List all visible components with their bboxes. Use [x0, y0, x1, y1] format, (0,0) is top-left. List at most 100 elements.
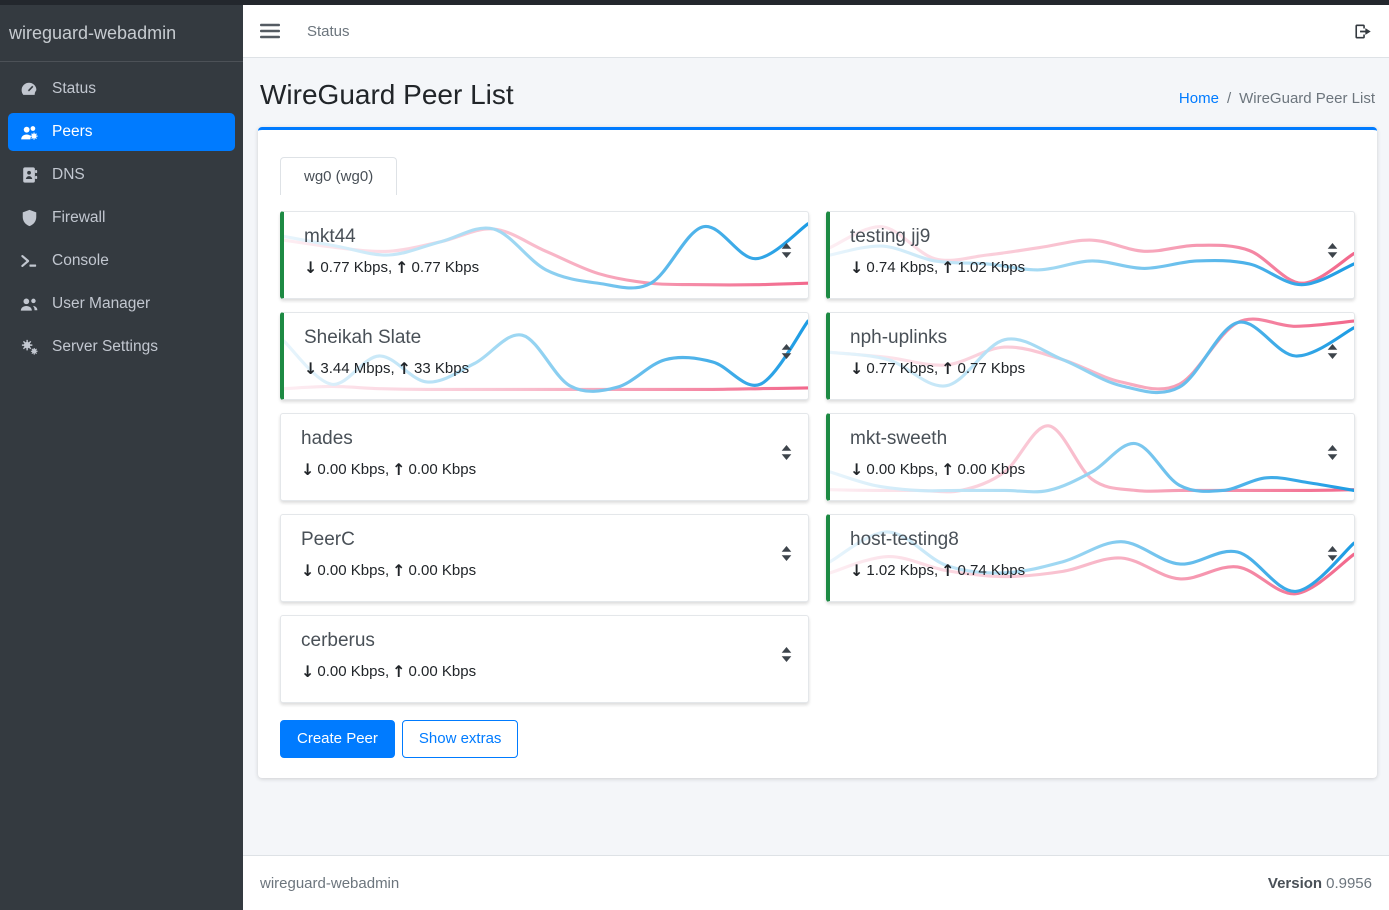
traffic-sparkline [830, 424, 1354, 494]
brand[interactable]: wireguard-webadmin [0, 5, 243, 62]
hamburger-menu-icon[interactable] [260, 23, 280, 39]
breadcrumb-home-link[interactable]: Home [1178, 90, 1219, 107]
sidebar-item-label: Peers [52, 123, 93, 140]
peer-column-left: mkt44 ↓ 0.77 Kbps, ↑ 0.77 Kbps Sheikah Slate… [280, 211, 809, 703]
peer-name: hades [301, 428, 353, 449]
upload-arrow-icon: ↑ [392, 561, 406, 580]
tab-wg0[interactable]: wg0 (wg0) [280, 157, 398, 195]
sidebar-item-console[interactable]: Console [8, 242, 235, 280]
download-arrow-icon: ↓ [301, 561, 315, 580]
download-arrow-icon: ↓ [850, 359, 864, 378]
footer: wireguard-webadmin Version 0.9956 [243, 855, 1389, 910]
sort-icon[interactable] [780, 343, 793, 360]
sidebar: wireguard-webadmin Status Peers DNS [0, 5, 243, 910]
peer-card[interactable]: Sheikah Slate ↓ 3.44 Mbps, ↑ 33 Kbps [280, 312, 809, 400]
download-rate: 0.77 Kbps, [866, 360, 939, 377]
upload-rate: 0.77 Kbps [411, 259, 480, 276]
traffic-sparkline [284, 222, 808, 290]
sign-out-icon[interactable] [1353, 23, 1372, 40]
upload-arrow-icon: ↑ [941, 258, 955, 277]
download-arrow-icon: ↓ [301, 460, 315, 479]
show-extras-button[interactable]: Show extras [401, 720, 519, 758]
upload-arrow-icon: ↑ [941, 359, 955, 378]
actions-row: Create Peer Show extras [280, 720, 1355, 758]
upload-arrow-icon: ↑ [397, 359, 412, 378]
sidebar-item-status[interactable]: Status [8, 70, 235, 108]
sidebar-nav: Status Peers DNS Firewall [0, 62, 243, 374]
peer-card[interactable]: host-testing8 ↓ 1.02 Kbps, ↑ 0.74 Kbps [826, 514, 1355, 602]
peer-card[interactable]: mkt-sweeth ↓ 0.00 Kbps, ↑ 0.00 Kbps [826, 413, 1355, 501]
peer-stats: ↓ 3.44 Mbps, ↑ 33 Kbps [304, 359, 808, 378]
breadcrumb-current: WireGuard Peer List [1239, 90, 1375, 107]
upload-arrow-icon: ↑ [392, 662, 406, 681]
peer-card[interactable]: testing jj9 ↓ 0.74 Kbps, ↑ 1.02 Kbps [826, 211, 1355, 299]
sort-icon[interactable] [780, 545, 793, 562]
download-arrow-icon: ↓ [304, 359, 318, 378]
terminal-icon [18, 253, 40, 269]
peer-card[interactable]: mkt44 ↓ 0.77 Kbps, ↑ 0.77 Kbps [280, 211, 809, 299]
navbar-status-link[interactable]: Status [307, 22, 350, 40]
traffic-sparkline [281, 690, 808, 696]
sidebar-item-label: DNS [52, 166, 85, 183]
peer-card[interactable]: hades ↓ 0.00 Kbps, ↑ 0.00 Kbps [280, 413, 809, 501]
sidebar-item-peers[interactable]: Peers [8, 113, 235, 151]
sort-icon[interactable] [780, 444, 793, 461]
peer-stats: ↓ 1.02 Kbps, ↑ 0.74 Kbps [850, 561, 1354, 580]
download-rate: 0.00 Kbps, [317, 562, 390, 579]
traffic-sparkline [281, 488, 808, 494]
peer-stats: ↓ 0.00 Kbps, ↑ 0.00 Kbps [301, 460, 808, 479]
window-top-strip [0, 0, 1389, 5]
sort-icon[interactable] [780, 242, 793, 259]
peer-column-right: testing jj9 ↓ 0.74 Kbps, ↑ 1.02 Kbps nph-upl… [826, 211, 1355, 602]
page-title: WireGuard Peer List [260, 79, 514, 110]
peer-name: host-testing8 [850, 529, 959, 550]
traffic-sparkline [830, 530, 1354, 596]
upload-rate: 0.00 Kbps [408, 461, 477, 478]
peer-card[interactable]: nph-uplinks ↓ 0.77 Kbps, ↑ 0.77 Kbps [826, 312, 1355, 400]
peer-stats: ↓ 0.00 Kbps, ↑ 0.00 Kbps [301, 561, 808, 580]
sort-icon[interactable] [1326, 545, 1339, 562]
download-rate: 0.77 Kbps, [320, 259, 393, 276]
shield-icon [18, 209, 40, 227]
download-arrow-icon: ↓ [301, 662, 315, 681]
sidebar-item-server-settings[interactable]: Server Settings [8, 328, 235, 366]
content-area: WireGuard Peer List Home / WireGuard Peer … [243, 58, 1389, 855]
sidebar-item-user-manager[interactable]: User Manager [8, 285, 235, 323]
download-arrow-icon: ↓ [850, 460, 864, 479]
sort-icon[interactable] [1326, 242, 1339, 259]
sidebar-item-label: User Manager [52, 295, 151, 312]
upload-arrow-icon: ↑ [941, 561, 955, 580]
download-rate: 0.00 Kbps, [317, 461, 390, 478]
footer-brand: wireguard-webadmin [260, 874, 400, 892]
sidebar-item-dns[interactable]: DNS [8, 156, 235, 194]
download-rate: 1.02 Kbps, [866, 562, 939, 579]
upload-arrow-icon: ↑ [392, 460, 406, 479]
traffic-sparkline [284, 319, 808, 393]
address-book-icon [18, 166, 40, 184]
upload-rate: 0.74 Kbps [957, 562, 1026, 579]
sidebar-item-label: Status [52, 80, 96, 97]
upload-arrow-icon: ↑ [941, 460, 955, 479]
download-rate: 3.44 Mbps, [320, 360, 395, 377]
peer-stats: ↓ 0.74 Kbps, ↑ 1.02 Kbps [850, 258, 1354, 277]
peer-card[interactable]: cerberus ↓ 0.00 Kbps, ↑ 0.00 Kbps [280, 615, 809, 703]
upload-rate: 33 Kbps [414, 360, 470, 377]
version-value: 0.9956 [1326, 874, 1372, 892]
peer-name: nph-uplinks [850, 327, 948, 348]
sidebar-item-label: Server Settings [52, 338, 158, 355]
upload-arrow-icon: ↑ [395, 258, 409, 277]
traffic-sparkline [281, 589, 808, 595]
create-peer-button[interactable]: Create Peer [280, 720, 395, 758]
peer-name: mkt44 [304, 226, 356, 247]
sort-icon[interactable] [780, 646, 793, 663]
top-navbar: Status [243, 5, 1389, 58]
users-gear-icon [18, 124, 40, 141]
tachometer-icon [18, 80, 40, 98]
sort-icon[interactable] [1326, 444, 1339, 461]
peer-list-card: wg0 (wg0) mkt44 ↓ 0.77 Kbps, ↑ 0.77 Kbps She… [258, 127, 1377, 778]
breadcrumb: Home / WireGuard Peer List [1179, 90, 1375, 111]
peer-card[interactable]: PeerC ↓ 0.00 Kbps, ↑ 0.00 Kbps [280, 514, 809, 602]
peer-stats: ↓ 0.00 Kbps, ↑ 0.00 Kbps [850, 460, 1354, 479]
sort-icon[interactable] [1326, 343, 1339, 360]
sidebar-item-firewall[interactable]: Firewall [8, 199, 235, 237]
